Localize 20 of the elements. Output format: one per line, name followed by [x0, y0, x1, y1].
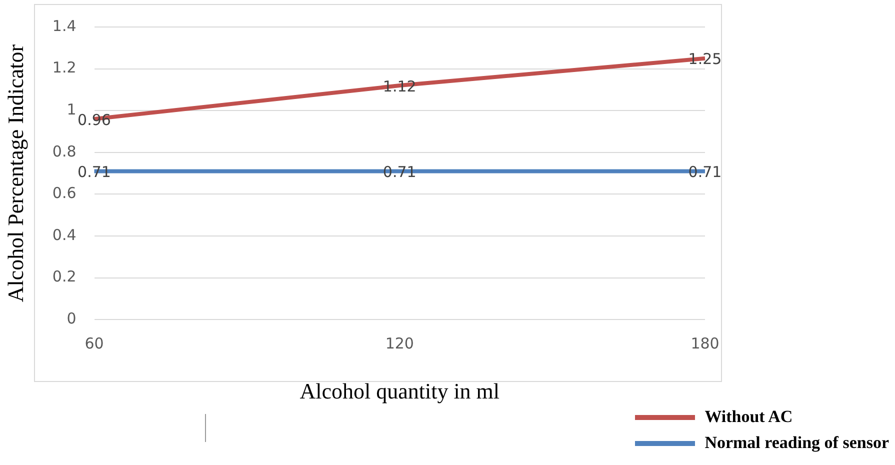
- data-label: 0.96: [78, 110, 111, 129]
- y-tick-label: 0.4: [52, 226, 76, 244]
- data-label: 0.71: [78, 163, 111, 182]
- data-label: 0.71: [382, 163, 416, 182]
- y-tick-label: 1.4: [52, 16, 76, 35]
- y-tick-label: 0: [66, 309, 76, 328]
- data-label: 1.25: [688, 50, 722, 68]
- y-tick-label: 0.8: [52, 142, 76, 160]
- y-tick-label: 0.6: [52, 184, 76, 202]
- y-tick-label: 1.2: [52, 58, 76, 77]
- x-tick-label: 180: [690, 334, 720, 352]
- y-tick-label: 0.2: [52, 268, 76, 286]
- x-tick-label: 120: [385, 334, 414, 352]
- legend-label: Normal reading of sensor: [704, 433, 889, 453]
- y-tick-label: 1: [66, 100, 76, 118]
- x-tick-label: 60: [84, 334, 104, 352]
- legend-label: Without AC: [704, 407, 793, 427]
- x-axis-title: Alcohol quantity in ml: [300, 378, 500, 404]
- y-axis-title: Alcohol Percentage Indicator: [2, 44, 28, 302]
- data-label: 0.71: [688, 163, 722, 182]
